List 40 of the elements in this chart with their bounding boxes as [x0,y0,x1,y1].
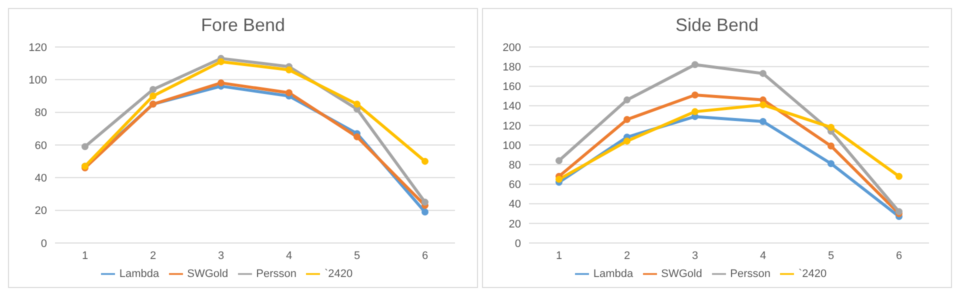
y-tick-label: 80 [34,107,47,120]
chart-title: Fore Bend [200,15,286,37]
y-tick-label: 120 [28,42,47,54]
y-tick-label: 0 [514,238,521,250]
x-tick-label: 6 [896,250,902,262]
x-tick-label: 3 [692,250,698,262]
y-tick-label: 140 [502,100,521,113]
y-tick-label: 20 [34,205,47,218]
legend-label: `2420 [324,268,353,280]
x-tick-label: 3 [218,250,224,262]
x-tick-label: 5 [354,250,360,262]
chart-title: Side Bend [674,15,760,37]
legend-label: SWGold [187,268,228,280]
y-tick-label: 180 [502,62,521,74]
legend-label: Persson [730,268,770,280]
y-tick-label: 0 [40,238,47,250]
y-tick-label: 160 [502,81,521,94]
x-tick-label: 6 [422,250,428,262]
x-tick-label: 5 [828,250,834,262]
y-tick-label: 60 [34,140,47,152]
y-tick-label: 20 [508,218,521,230]
x-tick-label: 2 [150,250,156,262]
x-tick-label: 1 [556,250,562,262]
legend-label: Lambda [119,268,160,280]
x-tick-label: 2 [624,250,630,262]
legend-label: Persson [256,268,296,280]
x-tick-label: 4 [286,250,292,262]
legend-label: `2420 [798,268,827,280]
y-tick-label: 200 [502,42,521,54]
y-tick-label: 40 [34,172,47,185]
y-tick-label: 60 [508,179,521,192]
y-tick-label: 100 [28,74,47,87]
y-tick-label: 120 [502,120,521,132]
legend-label: Lambda [593,268,634,280]
x-tick-label: 1 [82,250,88,262]
y-tick-label: 80 [508,160,521,172]
y-tick-label: 100 [502,140,521,152]
x-tick-label: 4 [760,250,766,262]
y-tick-label: 40 [508,198,521,211]
legend-label: SWGold [661,268,702,280]
